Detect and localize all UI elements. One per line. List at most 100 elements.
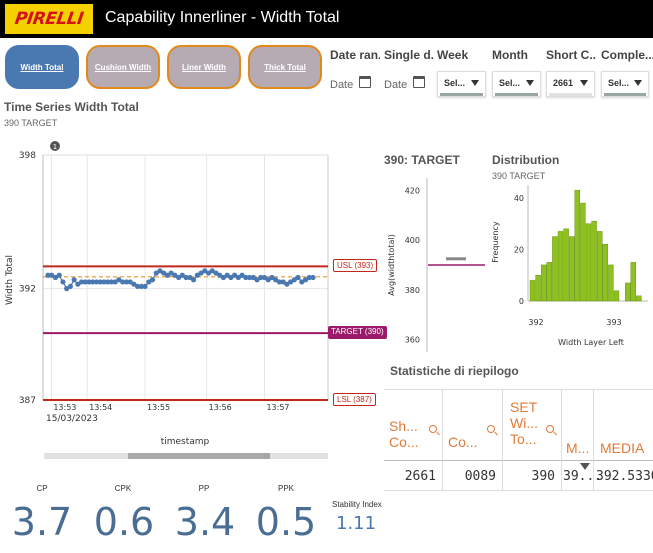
select-underline xyxy=(549,93,592,96)
x-axis-label: timestamp xyxy=(161,437,210,447)
select-underline xyxy=(604,93,646,96)
data-point xyxy=(52,274,59,281)
y-tick-label: 392 xyxy=(19,285,36,295)
data-point xyxy=(295,274,301,281)
short-code-select[interactable]: 2661 xyxy=(546,71,595,97)
data-point xyxy=(302,277,309,283)
histogram-bar xyxy=(591,220,597,302)
gauge-title: 390: TARGET xyxy=(384,153,460,167)
data-point xyxy=(161,270,167,276)
date-label: 15/03/2023 xyxy=(46,414,98,424)
distribution-title: Distribution xyxy=(492,153,560,167)
data-point xyxy=(280,279,286,285)
col-header-line: Sh... xyxy=(389,418,418,434)
histogram-bar xyxy=(541,264,547,302)
data-point xyxy=(209,268,215,274)
x-tick-label: 13:54 xyxy=(89,403,112,412)
col-header-line: To... xyxy=(510,431,537,447)
kpi-cp-label: CP xyxy=(36,484,48,493)
data-point xyxy=(176,274,182,281)
info-badge-icon[interactable] xyxy=(50,141,60,151)
data-point xyxy=(213,270,219,276)
distribution-chart[interactable]: 40 20 0 392 393 Frequency Width Layer Left xyxy=(488,180,653,355)
histogram-bar xyxy=(580,202,586,302)
gauge-tick-label: 360 xyxy=(405,336,420,345)
hist-y-tick-label: 20 xyxy=(514,245,524,254)
lsl-label: LSL (387) xyxy=(333,393,376,406)
sort-desc-icon[interactable] xyxy=(580,463,590,470)
histogram-bar xyxy=(563,228,569,302)
y-tick-label: 387 xyxy=(19,396,36,406)
data-point xyxy=(45,272,51,278)
chevron-down-icon xyxy=(634,80,642,86)
data-point xyxy=(220,274,227,281)
hist-y-tick-label: 40 xyxy=(514,194,524,203)
data-point xyxy=(146,279,152,285)
data-point xyxy=(198,270,204,276)
data-point xyxy=(108,279,115,285)
data-point xyxy=(138,283,144,290)
data-point xyxy=(217,272,223,278)
histogram-bar xyxy=(529,280,536,302)
timeseries-chart[interactable]: 398 392 387 13:53 13:54 13:55 13:56 13:57 1 Wi… xyxy=(0,130,335,465)
col-header-line: Co... xyxy=(448,434,478,450)
week-select[interactable]: Sel... xyxy=(437,71,486,97)
gauge-avg-marker xyxy=(446,257,466,261)
data-point xyxy=(254,277,260,283)
nav-thick-total-button[interactable]: Thick Total xyxy=(248,45,322,89)
data-point xyxy=(246,274,253,281)
data-point xyxy=(284,281,290,287)
cell-short-code: 2661 xyxy=(404,469,436,484)
cell-set-width: 390 xyxy=(531,469,555,484)
distribution-subtitle: 390 TARGET xyxy=(492,171,546,181)
data-point xyxy=(112,279,118,285)
select-underline xyxy=(495,93,538,96)
data-point xyxy=(64,286,70,292)
histogram-bar xyxy=(574,189,581,302)
search-icon[interactable] xyxy=(429,425,437,433)
histogram-bar xyxy=(630,262,637,302)
data-point xyxy=(60,279,66,285)
col-header-code[interactable]: Co... xyxy=(448,434,478,450)
data-point xyxy=(168,270,174,276)
search-icon[interactable] xyxy=(546,425,554,433)
single-date-input[interactable]: Date xyxy=(384,79,408,91)
col-header-set-width[interactable]: SET Wi... To... xyxy=(510,399,538,447)
col-header-media[interactable]: MEDIA xyxy=(600,440,644,456)
month-select[interactable]: Sel... xyxy=(492,71,541,97)
y-tick-label: 398 xyxy=(19,151,36,161)
histogram-bar xyxy=(602,244,609,302)
data-point xyxy=(288,279,294,285)
data-point xyxy=(142,283,148,290)
data-point xyxy=(299,279,305,285)
logo-text: PIRELLI xyxy=(13,9,85,29)
data-point xyxy=(291,277,297,283)
scrollbar-thumb[interactable] xyxy=(128,453,270,459)
chevron-down-icon xyxy=(580,80,588,86)
calendar-icon[interactable] xyxy=(413,76,425,88)
short-code-select-value: 2661 xyxy=(553,78,574,88)
col-header-m[interactable]: M... xyxy=(566,440,589,456)
col-header-short-code[interactable]: Sh... Co... xyxy=(389,418,419,450)
hist-y-tick-label: 0 xyxy=(519,297,524,306)
gauge-chart[interactable]: 420 400 380 360 Avg(widthtotal) xyxy=(380,170,490,360)
chevron-down-icon xyxy=(471,80,479,86)
data-point xyxy=(202,268,208,274)
histogram-bar xyxy=(608,264,614,302)
info-badge-text: 1 xyxy=(53,143,57,151)
data-point xyxy=(49,272,55,278)
date-range-input[interactable]: Date xyxy=(330,79,354,91)
nav-liner-width-button[interactable]: Liner Width xyxy=(167,45,241,89)
calendar-icon[interactable] xyxy=(359,76,371,88)
data-point xyxy=(93,279,100,285)
nav-width-total-button[interactable]: Width Total xyxy=(5,45,79,89)
kpi-ppk-label: PPK xyxy=(277,484,294,493)
data-point xyxy=(269,274,275,281)
data-point xyxy=(183,274,189,281)
week-select-value: Sel... xyxy=(444,78,466,88)
col-sep xyxy=(502,390,503,490)
complete-select[interactable]: Sel... xyxy=(601,71,649,97)
search-icon[interactable] xyxy=(487,425,495,433)
gauge-tick-label: 400 xyxy=(405,236,420,245)
nav-cushion-width-button[interactable]: Cushion Width xyxy=(86,45,160,89)
